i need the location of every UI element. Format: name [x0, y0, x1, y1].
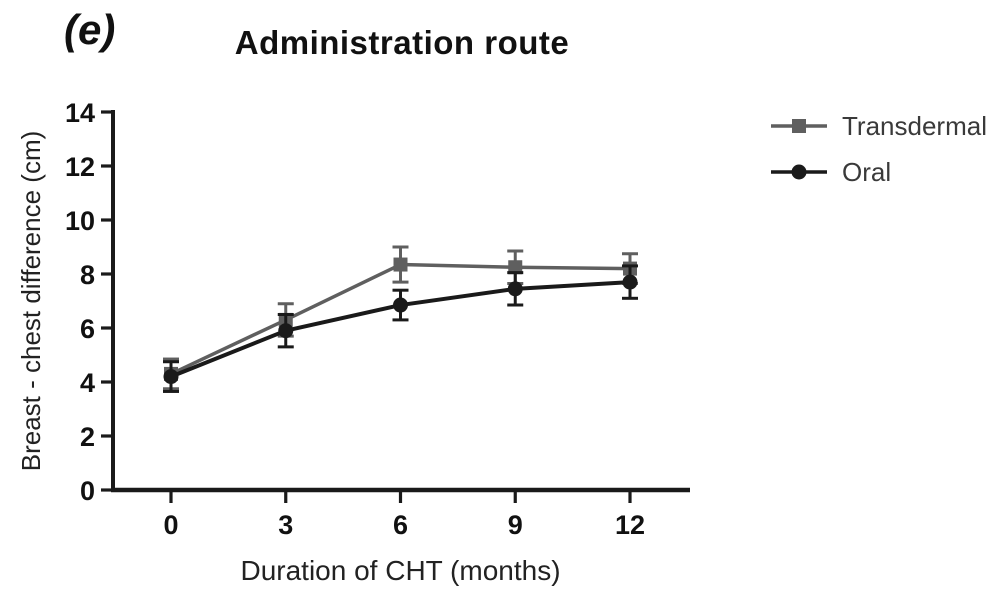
y-tick-label: 2: [80, 422, 95, 452]
legend-item-transdermal: Transdermal: [770, 110, 987, 141]
y-tick-label: 4: [80, 368, 95, 398]
y-axis-title: Breast - chest difference (cm): [16, 131, 46, 472]
circle-marker-icon: [507, 281, 523, 297]
square-marker-icon: [393, 257, 408, 272]
y-tick-label: 14: [65, 98, 95, 128]
square-marker-icon: [771, 119, 827, 133]
circle-marker-icon: [622, 274, 638, 290]
x-tick-label: 6: [393, 510, 408, 540]
circle-marker-icon: [278, 323, 294, 339]
x-tick-label: 0: [163, 510, 178, 540]
y-tick-label: 0: [80, 476, 95, 506]
legend-label: Oral: [842, 156, 892, 187]
circle-marker-icon: [771, 164, 827, 180]
x-tick-label: 9: [508, 510, 523, 540]
x-tick-label: 12: [615, 510, 645, 540]
legend-item-oral: Oral: [770, 156, 987, 187]
square-marker-icon: [508, 260, 523, 275]
x-axis-title: Duration of CHT (months): [240, 555, 560, 586]
y-tick-label: 10: [65, 206, 95, 236]
circle-marker-icon: [393, 297, 408, 313]
chart-legend: Transdermal Oral: [770, 110, 987, 204]
y-tick-label: 6: [80, 314, 95, 344]
x-tick-label: 3: [278, 510, 293, 540]
panel-label: (e): [64, 6, 116, 53]
circle-marker-icon: [163, 369, 179, 385]
y-tick-label: 12: [65, 152, 95, 182]
legend-label: Transdermal: [842, 110, 987, 141]
chart-title: Administration route: [234, 24, 570, 61]
y-tick-label: 8: [80, 260, 95, 290]
